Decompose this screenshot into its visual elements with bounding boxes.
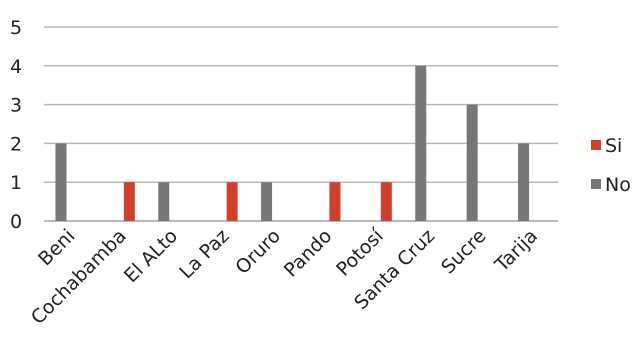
x-tick-label: Pando xyxy=(280,225,337,282)
y-tick-label: 5 xyxy=(10,17,22,39)
bar-no-0 xyxy=(55,143,67,221)
y-tick-label: 4 xyxy=(10,56,22,78)
bar-no-8 xyxy=(466,104,478,221)
bar-si-1 xyxy=(123,182,135,221)
y-tick-label: 0 xyxy=(10,211,22,233)
bars xyxy=(55,65,530,221)
x-tick-label: Beni xyxy=(34,225,79,270)
x-tick-label: Tarija xyxy=(490,225,542,277)
bar-si-5 xyxy=(329,182,341,221)
bar-si-3 xyxy=(226,182,238,221)
legend-label: No xyxy=(605,174,631,196)
bar-no-7 xyxy=(415,65,427,221)
legend-swatch xyxy=(591,179,601,189)
x-tick-label: Sucre xyxy=(437,225,490,278)
x-tick-label: Oruro xyxy=(231,225,285,279)
bar-si-6 xyxy=(380,182,392,221)
y-tick-label: 3 xyxy=(10,95,22,117)
legend: Si No xyxy=(591,135,631,196)
legend-label: Si xyxy=(605,135,622,157)
bar-no-4 xyxy=(261,182,273,221)
x-tick-label: La Paz xyxy=(175,225,233,283)
y-tick-label: 1 xyxy=(10,172,22,194)
x-tick-label: El ALto xyxy=(120,225,182,287)
bar-no-9 xyxy=(518,143,530,221)
legend-swatch xyxy=(591,140,601,150)
y-tick-label: 2 xyxy=(10,133,22,155)
bar-no-2 xyxy=(158,182,170,221)
y-axis-ticks: 0 1 2 3 4 5 xyxy=(10,17,22,233)
gridlines xyxy=(44,26,558,222)
